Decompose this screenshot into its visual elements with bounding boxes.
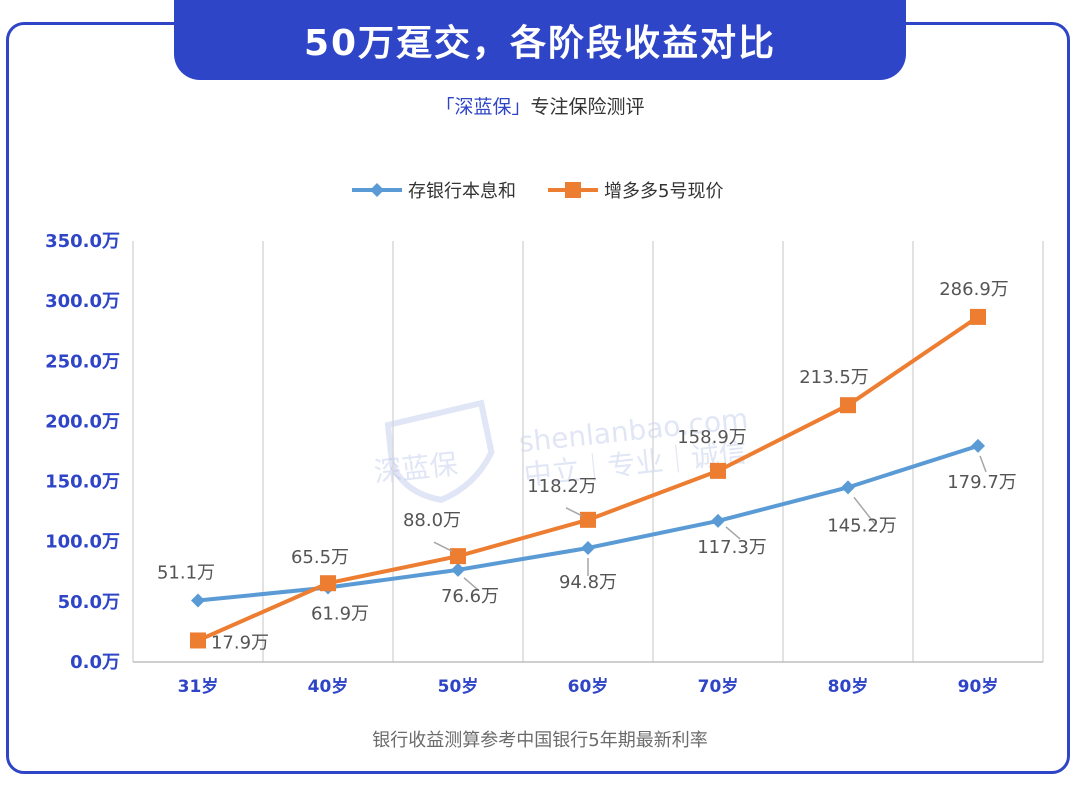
x-tick-label: 60岁	[568, 676, 609, 697]
y-tick-label: 50.0万	[58, 592, 120, 613]
x-tick-label: 70岁	[698, 676, 739, 697]
data-point	[841, 480, 855, 495]
y-tick-label: 300.0万	[45, 291, 120, 312]
data-point	[971, 438, 985, 453]
label-leader	[433, 541, 453, 552]
x-tick-label: 50岁	[438, 676, 479, 697]
data-label: 65.5万	[291, 547, 349, 568]
x-tick-label: 40岁	[308, 676, 349, 697]
data-label: 145.2万	[827, 515, 897, 536]
y-tick-label: 100.0万	[45, 532, 120, 553]
label-leader	[725, 526, 741, 540]
data-point	[711, 513, 725, 528]
data-label: 94.8万	[559, 572, 617, 593]
grid	[132, 241, 1044, 662]
data-label: 213.5万	[799, 367, 869, 388]
tagline: 专注保险测评	[530, 96, 645, 118]
x-tick-label: 31岁	[178, 676, 219, 697]
legend: 存银行本息和 增多多5号现价	[352, 181, 723, 202]
data-label: 51.1万	[157, 563, 215, 584]
label-leader	[463, 577, 479, 591]
data-label: 117.3万	[697, 537, 767, 558]
data-point	[710, 462, 726, 479]
x-axis: 31岁 40岁 50岁 60岁 70岁 80岁 90岁	[133, 661, 1043, 697]
data-label: 76.6万	[441, 586, 499, 607]
label-leader	[979, 455, 987, 473]
data-label: 158.9万	[677, 427, 747, 448]
y-tick-label: 200.0万	[45, 411, 120, 432]
brand-name: 「深蓝保」	[435, 96, 531, 118]
data-point	[320, 575, 336, 592]
series-0: 51.1万 61.9万 76.6万 94.8万 117.3万 145.2万 179.7万	[157, 438, 1017, 625]
data-point	[191, 593, 205, 608]
legend-marker	[565, 182, 581, 198]
footnote: 银行收益测算参考中国银行5年期最新利率	[372, 730, 708, 751]
legend-label: 增多多5号现价	[604, 181, 723, 202]
data-point	[190, 632, 206, 649]
x-tick-label: 90岁	[958, 676, 999, 697]
label-leader	[853, 496, 877, 526]
series-group: 51.1万61.9万76.6万94.8万117.3万145.2万179.7万17…	[157, 279, 1017, 654]
shield-logo-icon	[384, 399, 495, 503]
data-point	[451, 562, 465, 577]
legend-label: 存银行本息和	[408, 181, 516, 202]
series-1: 17.9万 65.5万 88.0万 118.2万 158.9万 213.5万 286.9万	[190, 279, 1009, 653]
y-tick-label: 150.0万	[45, 472, 120, 493]
page-title: 50万趸交，各阶段收益对比	[174, 0, 906, 80]
watermark-logo-text: 深蓝保	[372, 447, 459, 489]
x-tick-label: 80岁	[828, 676, 869, 697]
y-tick-label: 350.0万	[45, 231, 120, 252]
subtitle: 「深蓝保」专注保险测评	[0, 92, 1080, 119]
data-label: 118.2万	[527, 476, 597, 497]
legend-marker	[370, 183, 384, 197]
y-axis: 0.0万 50.0万 100.0万 150.0万 200.0万 250.0万 300.0万 3…	[45, 231, 120, 673]
data-point	[450, 548, 466, 565]
data-point	[970, 308, 986, 325]
data-point	[840, 397, 856, 414]
data-label: 17.9万	[211, 632, 269, 653]
data-label: 286.9万	[939, 279, 1009, 300]
data-point	[581, 540, 595, 555]
y-tick-label: 0.0万	[70, 652, 120, 673]
data-label: 179.7万	[947, 472, 1017, 493]
data-point	[580, 511, 596, 528]
label-leader	[565, 507, 583, 517]
data-label: 61.9万	[311, 604, 369, 625]
y-tick-label: 250.0万	[45, 351, 120, 372]
data-label: 88.0万	[403, 510, 461, 531]
